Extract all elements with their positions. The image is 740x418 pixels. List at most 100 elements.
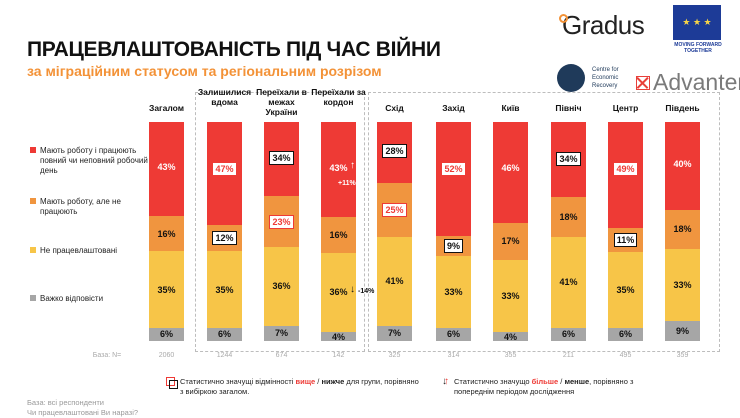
bar-segment: 4% [321,332,356,342]
bar-segment: 17% [493,222,528,260]
bar-segment: 34% [551,122,586,198]
data-label: 25% [382,202,407,217]
column-header: Залишилися вдома [197,87,252,107]
bar-segment: 12% [207,224,242,252]
data-label: 7% [274,328,288,339]
bar-segment: 18% [665,209,700,249]
data-label: 9% [675,326,689,337]
data-label: 43% [157,162,176,173]
arrow-down-icon: ↓ [350,284,355,296]
data-label: 6% [159,329,173,340]
bar-segment: 6% [608,327,643,341]
bar-segment: 46% [493,122,528,223]
note-hi: вище [295,377,316,386]
data-label: 18% [673,224,692,235]
bar-segment: 7% [377,325,412,341]
bar-segment: 33% [436,255,471,328]
data-label: 41% [385,276,404,287]
data-label: 16% [329,229,348,240]
bar-segment: 35% [207,251,242,328]
bar-segment: 36% [321,252,356,333]
legend-swatch [30,247,36,253]
data-label: 33% [673,280,692,291]
gradus-logo: Gradus [558,10,645,40]
data-label: 35% [215,284,234,295]
note-lo: нижче [321,377,345,386]
legend-significance-period: ↓↑ Статистично значущо більше / менше, п… [442,377,664,397]
bar-segment: 7% [264,325,299,341]
red-box-icon [166,377,175,386]
bar-segment: 6% [149,327,184,341]
migration-group-frame [195,92,365,352]
data-label: 16% [157,228,176,239]
data-label: 46% [501,163,520,173]
base-value: 142 [332,352,345,359]
data-label: 35% [616,285,635,296]
legend-significance-group: Статистично значущі відмінності вище / н… [166,377,420,397]
data-label: 17% [501,236,520,247]
column-header: Захід [442,103,465,113]
down-up-arrows-icon: ↓↑ [442,376,449,387]
page-title: ПРАЦЕВЛАШТОВАНІСТЬ ПІД ЧАС ВІЙНИ [27,38,441,61]
cer-logo: Centre for Economic Recovery [592,67,619,89]
column-header: Південь [665,103,700,113]
bar-segment: 4% [493,332,528,342]
bar-segment: 16% [149,216,184,252]
data-label: 36% [329,287,348,298]
column-header: Схід [385,103,404,113]
base-value: 1244 [216,352,233,359]
bar-segment: 43% [321,122,356,218]
advanter-logo: Advanter [653,69,740,95]
legend-employed-not-working: Мають роботу, але не працюють [30,197,155,217]
bar-segment: 16% [321,217,356,253]
bar-segment: 40% [665,122,700,210]
base-value: 359 [676,352,689,359]
legend-label: Важко відповісти [40,294,104,303]
data-label: 28% [382,144,407,159]
eu-flag-logo: ★ ★ ★ [673,5,721,40]
note-hi: більше [531,377,559,386]
data-label: 33% [444,286,463,297]
bar-segment: 6% [207,327,242,341]
note-lo: менше [564,377,590,386]
column-header: Переїхали в межах України [256,87,307,117]
data-label: 6% [217,329,231,340]
data-label: 9% [443,238,463,253]
base-label: База: N= [92,352,122,359]
column-header: Переїхали за кордон [311,87,366,107]
legend-hard-to-say: Важко відповісти [30,294,155,304]
trend-label: +11% [338,180,356,187]
data-label: 35% [157,284,176,295]
note-text: , порівняно з попереднім періодом дослід… [454,377,634,396]
data-label: 41% [559,277,578,288]
legend-swatch [30,147,36,153]
legend-label: Мають роботу, але не працюють [40,197,121,216]
data-label: 12% [212,231,237,246]
note-text: / [558,377,565,386]
bar-segment: 33% [493,259,528,333]
data-label: 40% [673,158,692,169]
bar-segment: 28% [377,122,412,183]
data-label: 23% [269,214,294,229]
data-label: 18% [559,212,578,223]
bar-segment: 34% [264,122,299,197]
base-value: 355 [504,352,517,359]
bar-segment: 47% [207,122,242,225]
base-value: 674 [275,352,288,359]
data-label: 6% [618,329,632,340]
base-value: 2060 [158,352,175,359]
cer-logo-icon [557,64,585,92]
black-box-icon [169,380,178,389]
legend-unemployed: Не працевлаштовані [30,246,155,256]
data-label: 7% [387,328,401,339]
data-label: 43% [329,162,348,173]
data-label: 6% [446,329,460,340]
bar-segment: 35% [608,252,643,328]
advanter-logo-icon [636,76,650,90]
bar-segment: 25% [377,182,412,237]
bar-segment: 52% [436,122,471,236]
legend-swatch [30,198,36,204]
bar-segment: 9% [665,321,700,341]
note-text: Статистично значущі відмінності [180,377,296,386]
